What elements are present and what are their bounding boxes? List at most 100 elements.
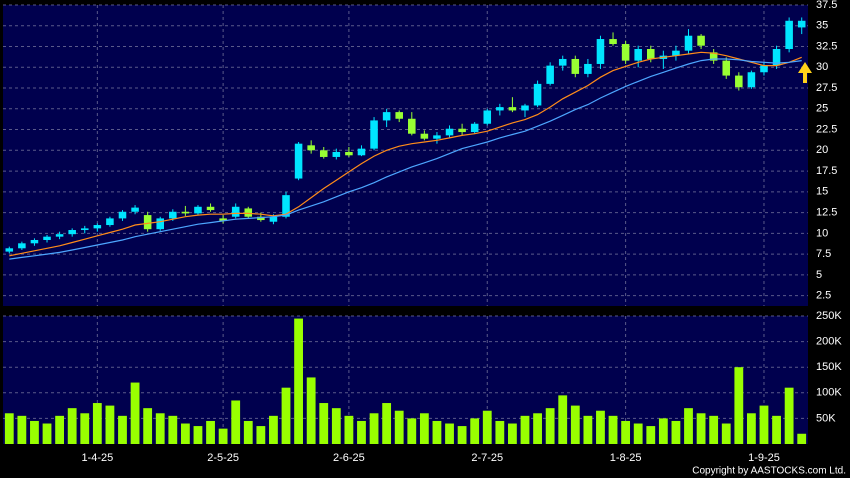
candle-body: [156, 218, 164, 230]
volume-bar: [357, 420, 366, 444]
volume-bar: [306, 377, 316, 444]
volume-bar: [294, 318, 303, 444]
volume-bar: [30, 420, 39, 444]
candle-body: [106, 218, 114, 226]
y-tick-label: 27.5: [816, 82, 837, 94]
volume-bar: [17, 415, 27, 444]
candle-body: [257, 216, 265, 221]
candle-body: [445, 128, 454, 136]
candle-body: [735, 75, 743, 88]
candle-body: [420, 133, 429, 139]
candle-body: [546, 65, 554, 84]
volume-bar: [709, 415, 719, 444]
candle-body: [30, 239, 39, 244]
y-tick-label: 10: [816, 227, 828, 239]
candle-body: [521, 105, 529, 111]
candle-body: [357, 148, 366, 156]
candle-body: [647, 49, 655, 59]
candle-body: [68, 230, 76, 235]
candle-body: [709, 52, 718, 61]
volume-bar: [168, 415, 178, 444]
candle-body: [169, 211, 177, 219]
candle-body: [93, 225, 102, 229]
volume-bar: [344, 415, 354, 444]
x-tick-label: 1-9-25: [748, 452, 780, 464]
candle-body: [496, 107, 504, 111]
y-tick-label: 150K: [816, 361, 842, 373]
volume-bar: [533, 413, 542, 444]
candle-body: [596, 39, 605, 64]
candle-body: [5, 248, 14, 252]
volume-bar: [206, 420, 215, 444]
candle-body: [533, 83, 542, 106]
volume-bar: [621, 420, 631, 444]
candle-body: [143, 215, 152, 230]
volume-bar: [243, 420, 253, 444]
volume-bar: [218, 428, 228, 444]
candle-body: [772, 49, 781, 66]
volume-bar: [470, 418, 480, 444]
signal-arrow: [798, 62, 812, 83]
volume-bar: [180, 423, 190, 444]
volume-bar: [143, 408, 153, 444]
volume-bar: [520, 415, 530, 444]
x-tick-label: 2-7-25: [471, 452, 503, 464]
volume-bar: [80, 413, 90, 444]
y-tick-label: 30: [816, 61, 828, 73]
candle-body: [395, 112, 403, 119]
candle-body: [55, 234, 64, 237]
candle-body: [584, 63, 592, 74]
candle-body: [244, 208, 253, 217]
candle-body: [722, 60, 731, 76]
candle-body: [483, 110, 492, 124]
volume-bar: [633, 423, 643, 444]
volume-bar: [759, 405, 769, 444]
y-tick-label: 15: [816, 186, 828, 198]
volume-bar: [508, 423, 517, 444]
candle-body: [408, 118, 416, 134]
moving-average: [9, 58, 802, 260]
candle-body: [747, 72, 756, 88]
candle-body: [118, 211, 127, 219]
y-tick-label: 12.5: [816, 206, 837, 218]
y-tick-label: 35: [816, 20, 828, 32]
candle-body: [470, 123, 479, 133]
y-tick-label: 2.5: [816, 290, 831, 302]
volume-bar: [42, 423, 52, 444]
volume-bar: [721, 423, 731, 444]
volume-bar: [231, 400, 241, 444]
x-tick-label: 1-8-25: [610, 452, 642, 464]
candle-body: [307, 145, 315, 151]
candle-body: [634, 49, 642, 61]
volume-bar: [570, 405, 580, 444]
volume-bar: [482, 410, 492, 444]
volume-bar: [118, 415, 127, 444]
candle-body: [785, 20, 793, 50]
volume-bar: [105, 405, 115, 444]
volume-bar: [55, 415, 65, 444]
candle-body: [131, 207, 139, 212]
candle-body: [282, 195, 290, 217]
volume-bar: [130, 382, 140, 444]
y-tick-label: 25: [816, 103, 828, 115]
candle-body: [319, 150, 328, 157]
y-tick-label: 200K: [816, 336, 842, 348]
volume-bar: [545, 408, 555, 444]
volume-bar: [658, 418, 668, 444]
y-tick-label: 20: [816, 144, 828, 156]
candle-body: [797, 20, 806, 28]
candle-body: [294, 143, 303, 179]
volume-bar: [256, 426, 266, 444]
candle-body: [194, 206, 202, 214]
candle-body: [181, 211, 190, 214]
y-tick-label: 100K: [816, 387, 842, 399]
volume-bar: [784, 387, 794, 444]
volume-bar: [445, 423, 454, 444]
candle-body: [433, 135, 441, 139]
volume-bar: [92, 403, 102, 444]
volume-bar: [495, 420, 505, 444]
candle-body: [43, 236, 51, 240]
volume-bar: [646, 426, 656, 444]
candle-body: [508, 107, 517, 111]
volume-bar: [4, 413, 14, 444]
